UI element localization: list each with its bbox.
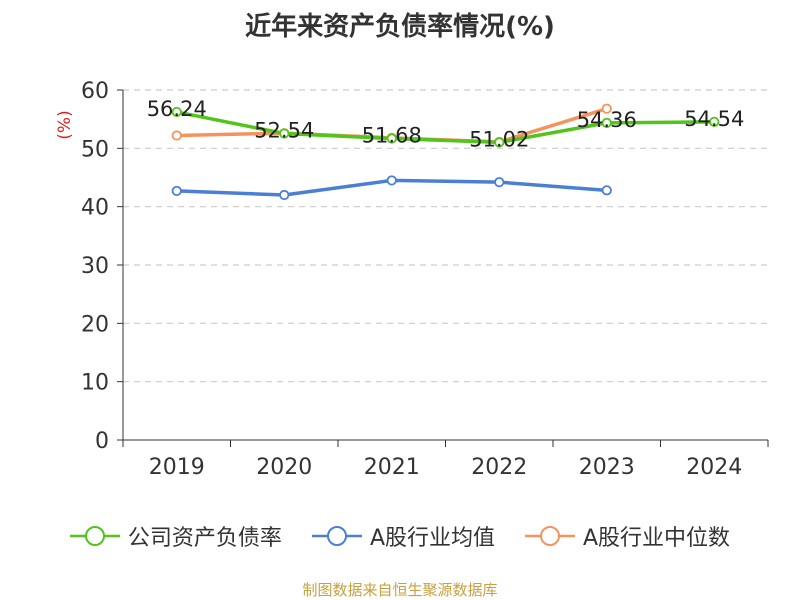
data-point — [601, 185, 612, 196]
y-tick-label: 60 — [81, 79, 109, 104]
x-tick-label: 2021 — [364, 455, 420, 480]
data-point — [279, 189, 290, 201]
data-point — [279, 128, 290, 139]
grid-lines — [123, 89, 768, 383]
legend-label: 公司资产负债率 — [127, 526, 282, 551]
data-point — [494, 137, 505, 148]
x-tick-label: 2023 — [579, 455, 635, 480]
source-footer: 制图数据来自恒生聚源数据库 — [302, 581, 498, 599]
legend-item[interactable]: A股行业中位数 — [525, 520, 730, 552]
y-tick-label: 10 — [81, 371, 109, 396]
legend: 公司资产负债率 A股行业均值 A股行业中位数 — [0, 520, 800, 552]
data-point — [709, 116, 720, 127]
data-label: 54.36 — [577, 108, 637, 132]
legend-swatch — [311, 526, 362, 546]
data-point — [494, 177, 505, 188]
data-label: 51.68 — [362, 124, 422, 148]
data-label: 52.54 — [254, 119, 314, 143]
legend-label: A股行业均值 — [369, 526, 495, 551]
legend-item[interactable]: 公司资产负债率 — [69, 520, 282, 552]
y-tick-label: 0 — [95, 429, 109, 454]
x-tick-label: 2019 — [149, 455, 205, 480]
data-labels: 56.24 52.54 51.68 51.02 54.36 54.54 — [147, 97, 745, 151]
series-line — [176, 110, 715, 145]
data-point — [601, 103, 612, 114]
y-axis-unit-label: (%) — [55, 110, 75, 139]
axes: 0 10 20 30 40 50 60 2019 2020 2021 2022 2023 2024 — [81, 79, 769, 480]
x-tick-label: 2020 — [256, 455, 312, 480]
y-tick-label: 30 — [81, 254, 109, 279]
legend-item[interactable]: A股行业均值 — [311, 520, 495, 552]
legend-swatch — [525, 526, 575, 546]
data-label: 54.54 — [684, 107, 744, 131]
chart-title: 近年来资产负债率情况(%) — [245, 11, 555, 42]
data-point — [601, 117, 612, 129]
data-label: 51.02 — [469, 127, 529, 151]
data-label: 56.24 — [147, 97, 207, 121]
data-point — [171, 106, 182, 118]
legend-swatch — [69, 526, 120, 546]
legend-label: A股行业中位数 — [583, 526, 731, 551]
y-tick-label: 20 — [81, 312, 109, 337]
y-tick-label: 40 — [81, 196, 109, 221]
x-tick-label: 2024 — [686, 455, 742, 480]
data-point — [386, 175, 397, 186]
data-point — [171, 185, 182, 197]
x-tick-label: 2022 — [471, 455, 527, 480]
y-tick-label: 50 — [81, 137, 109, 162]
series-lines — [171, 103, 720, 201]
data-point — [386, 133, 397, 144]
data-point — [171, 130, 182, 141]
